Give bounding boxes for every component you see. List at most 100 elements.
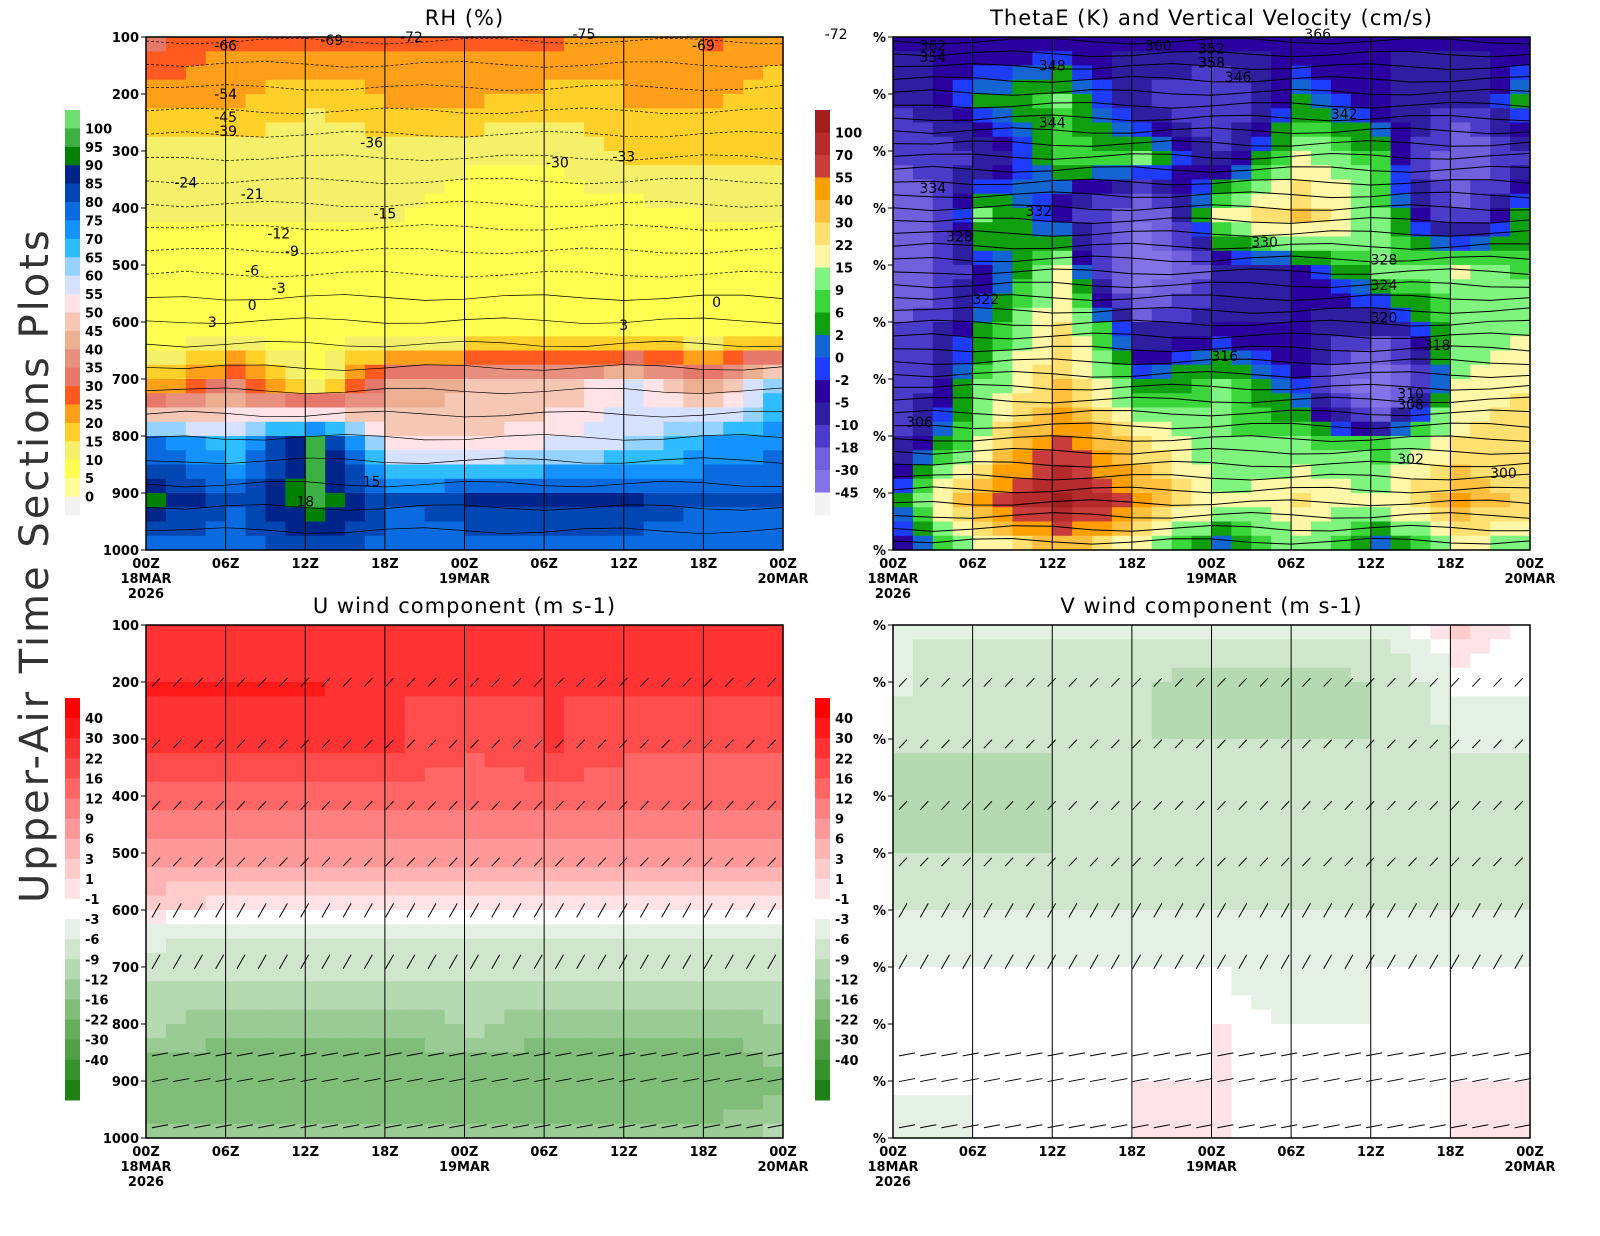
heatmap-cell (484, 493, 505, 508)
heatmap-cell (1350, 364, 1372, 380)
colorbar-label: -6 (85, 933, 99, 948)
heatmap-cell (623, 535, 645, 551)
heatmap-cell (1291, 867, 1312, 883)
heatmap-cell (205, 1024, 227, 1039)
colorbar-swatch (65, 478, 80, 498)
heatmap-cell (723, 824, 744, 840)
heatmap-cell (285, 625, 306, 640)
heatmap-cell (185, 724, 207, 740)
heatmap-cell (723, 450, 744, 466)
heatmap-cell (1430, 79, 1451, 95)
heatmap-cell (912, 293, 934, 309)
contour-line (145, 200, 784, 208)
contour-line (145, 364, 784, 371)
heatmap-cell (583, 265, 605, 280)
heatmap-cell (1350, 753, 1372, 769)
heatmap-cell (1191, 881, 1213, 897)
heatmap-cell (1052, 1009, 1073, 1025)
heatmap-cell (763, 222, 784, 238)
heatmap-cell (683, 151, 704, 166)
heatmap-cell (1450, 924, 1471, 940)
wind-barb (321, 800, 331, 811)
heatmap-cell (1470, 535, 1491, 551)
heatmap-cell (325, 967, 346, 982)
heatmap-cell (1410, 810, 1432, 826)
heatmap-cell (1032, 65, 1053, 81)
heatmap-cell (364, 1095, 386, 1111)
heatmap-cell (305, 710, 326, 726)
colorbar-swatch (65, 238, 80, 258)
wind-barb (300, 1078, 317, 1083)
heatmap-cell (623, 653, 645, 669)
heatmap-cell (893, 682, 914, 697)
heatmap-cell (1470, 436, 1491, 451)
heatmap-cell (1410, 667, 1432, 683)
heatmap-cell (1052, 724, 1073, 740)
heatmap-cell (1291, 407, 1312, 423)
heatmap-cell (703, 507, 724, 523)
colorbar-swatch (65, 979, 80, 1000)
heatmap-cell (1271, 265, 1292, 280)
heatmap-cell (1510, 653, 1531, 669)
heatmap-cell (1151, 682, 1173, 697)
heatmap-cell (912, 393, 934, 409)
heatmap-cell (205, 682, 227, 697)
heatmap-cell (1251, 208, 1272, 223)
heatmap-cell (623, 250, 645, 266)
heatmap-cell (1251, 193, 1272, 209)
heatmap-cell (1291, 51, 1312, 67)
wind-barb (279, 677, 288, 687)
heatmap-cell (325, 1066, 346, 1082)
heatmap-cell (1291, 464, 1312, 480)
wind-barb (534, 1052, 551, 1057)
heatmap-cell (1430, 853, 1451, 868)
heatmap-cell (1052, 94, 1073, 109)
heatmap-cell (1231, 236, 1252, 252)
heatmap-cell (265, 279, 286, 295)
heatmap-cell (912, 336, 934, 352)
heatmap-cell (663, 37, 685, 52)
heatmap-cell (1430, 350, 1451, 366)
heatmap-cell (325, 322, 346, 337)
heatmap-cell (972, 838, 994, 854)
heatmap-cell (952, 336, 974, 352)
heatmap-cell (1191, 478, 1213, 494)
heatmap-cell (893, 37, 914, 52)
heatmap-cell (165, 322, 187, 337)
heatmap-cell (703, 1095, 724, 1111)
x-tick-label: 06Z (212, 1145, 240, 1160)
heatmap-cell (1151, 724, 1173, 740)
heatmap-cell (952, 464, 974, 480)
heatmap-cell (972, 421, 994, 437)
heatmap-cell (1251, 753, 1272, 769)
heatmap-cell (1012, 938, 1033, 954)
heatmap-cell (972, 393, 994, 409)
heatmap-cell (1390, 265, 1412, 280)
wind-barb (257, 677, 267, 687)
heatmap-cell (1251, 767, 1272, 783)
heatmap-cell (723, 995, 744, 1011)
wind-barb (470, 1052, 487, 1057)
heatmap-cell (663, 767, 685, 783)
heatmap-cell (1032, 781, 1053, 797)
heatmap-cell (1410, 625, 1432, 640)
heatmap-cell (1410, 781, 1432, 797)
heatmap-cell (404, 853, 426, 868)
heatmap-cell (723, 393, 744, 409)
heatmap-cell (1490, 924, 1511, 940)
date-label: 20MAR (757, 572, 808, 587)
heatmap-cell (564, 682, 585, 697)
heatmap-cell (1052, 379, 1073, 394)
heatmap-cell (364, 682, 386, 697)
heatmap-cell (1470, 379, 1491, 394)
heatmap-cell (683, 682, 704, 697)
heatmap-cell (205, 838, 227, 854)
heatmap-cell (1191, 279, 1213, 295)
heatmap-cell (1092, 179, 1113, 195)
heatmap-cell (583, 535, 605, 551)
heatmap-cell (1111, 350, 1133, 366)
heatmap-cell (524, 781, 545, 797)
heatmap-cell (643, 151, 665, 166)
heatmap-cell (1410, 895, 1432, 911)
wind-barb (619, 1052, 636, 1057)
